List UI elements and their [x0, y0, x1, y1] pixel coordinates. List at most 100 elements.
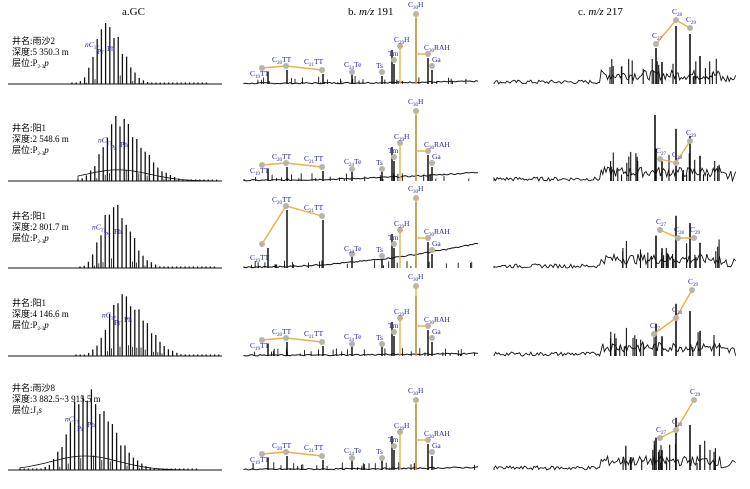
gc-label-pr: Pr [77, 424, 84, 433]
column-title-mz217: c. m/z 217 [578, 6, 623, 18]
mz191-label: C24Te [344, 244, 362, 255]
gc-label-pr: Pr [114, 318, 121, 327]
sterane-marker [687, 25, 693, 31]
svg-text:深度:5 350.3 m: 深度:5 350.3 m [12, 46, 69, 57]
mz191-label: Ts [376, 158, 383, 167]
hopane-marker [429, 160, 435, 166]
gc-label-nc: nC17 [98, 136, 112, 147]
tt-marker [283, 203, 289, 209]
mz191-label: C20TT [272, 152, 292, 163]
hopane-marker [391, 329, 397, 335]
mz191-label: C21TT [304, 329, 324, 340]
svg-text:井名:雨沙8: 井名:雨沙8 [12, 382, 56, 393]
hopane-marker [379, 455, 385, 461]
tt-marker [259, 162, 265, 168]
gc-label-ph: Ph [124, 315, 132, 324]
mz217-label-29: C29 [686, 15, 697, 26]
mz191-baseline [243, 80, 479, 85]
mz217-overlay-5 [657, 397, 697, 441]
mz217-overlay-2 [657, 138, 693, 166]
sterane-marker [673, 315, 679, 321]
gc-trace-3 [8, 204, 222, 269]
gc-label-nc: nC17 [102, 311, 116, 322]
te-marker [349, 69, 355, 75]
mz191-label: C29H [394, 132, 410, 143]
gc-label-nc: nC17 [65, 415, 79, 426]
tt-marker [319, 164, 325, 170]
mz191-label: C19TT [250, 166, 270, 177]
mz191-label: C19TT [250, 253, 270, 264]
mz191-label: C20TT [272, 327, 292, 338]
tt-marker [283, 335, 289, 341]
mz191-label: Tm [388, 321, 399, 330]
gc-trace-4 [8, 294, 222, 357]
mz191-label: Ga [432, 327, 441, 336]
sterane-marker [691, 235, 697, 241]
tt-marker [283, 160, 289, 166]
hopane-marker [391, 443, 397, 449]
mz191-label: C19TT [250, 69, 270, 80]
mz191-label: C21TT [304, 57, 324, 68]
mz191-label: C30RAH [424, 227, 450, 238]
mz191-label: C21TT [304, 203, 324, 214]
sterane-marker [653, 41, 659, 47]
mz217-trace-5 [493, 417, 736, 471]
mz191-overlay-5 [259, 397, 435, 470]
hopane-marker [379, 341, 385, 347]
te-marker [349, 455, 355, 461]
mz191-label: C29H [394, 421, 410, 432]
mz191-label: C30RAH [424, 43, 450, 54]
gc-label-ph: Ph [114, 227, 122, 236]
mz191-label: C29H [394, 219, 410, 230]
tt-marker [319, 453, 325, 459]
sterane-marker [689, 287, 695, 293]
gc-label-pr: Pr [97, 47, 104, 56]
sample-info-1: 井名:雨沙2 深度:5 350.3 m 层位:P2-3p [12, 35, 69, 70]
mz217-label-28: C28 [672, 417, 683, 428]
mz217-noise [493, 454, 736, 471]
mz217-label-29: C29 [686, 128, 697, 139]
mz191-label: C24Te [344, 157, 362, 168]
mz217-label-27: C27 [656, 217, 667, 228]
mz217-label-27: C27 [650, 321, 661, 332]
svg-text:深度:2 548.6 m: 深度:2 548.6 m [12, 133, 69, 144]
gc-hump [77, 169, 219, 182]
tt-marker [259, 65, 265, 71]
te-marker [349, 251, 355, 257]
mz217-label-27: C27 [652, 31, 663, 42]
mz191-label: C30RAH [424, 140, 450, 151]
mz191-label: C30H [408, 184, 424, 195]
mz217-noise [493, 340, 737, 357]
te-marker [349, 341, 355, 347]
tt-marker [319, 213, 325, 219]
gc-label-ph: Ph [87, 420, 95, 429]
gc-label-ph: Ph [107, 44, 115, 53]
mz191-label: Ga [432, 152, 441, 161]
mz191-label: Ga [432, 441, 441, 450]
mz191-label: C24Te [344, 60, 362, 71]
tt-marker [259, 451, 265, 457]
mz191-label: Ts [376, 333, 383, 342]
svg-text:井名:阳1: 井名:阳1 [12, 210, 46, 221]
mz217-label-28: C28 [672, 150, 683, 161]
hopane-marker [391, 57, 397, 63]
mz217-label-28: C28 [672, 7, 683, 18]
column-title-mz191: b. m/z 191 [348, 6, 394, 18]
mz191-label: C20TT [272, 55, 292, 66]
sterane-marker [691, 397, 697, 403]
mz191-baseline [243, 352, 478, 357]
mz191-trace-4 [243, 296, 478, 357]
mz217-label-28: C28 [672, 305, 683, 316]
svg-text:井名:雨沙2: 井名:雨沙2 [12, 35, 55, 46]
sample-info-2: 井名:阳1 深度:2 548.6 m 层位:P2-3p [12, 122, 69, 157]
mz191-label: C21TT [304, 443, 324, 454]
gc-trace-5 [8, 389, 222, 471]
mz191-label: C30RAH [424, 315, 450, 326]
mz217-label-29: C29 [688, 277, 699, 288]
gc-label-nc: nC17 [85, 40, 99, 51]
tt-marker [319, 339, 325, 345]
hopane-marker [429, 247, 435, 253]
mz191-label: Ga [432, 239, 441, 248]
mz191-label: C30H [408, 97, 424, 108]
